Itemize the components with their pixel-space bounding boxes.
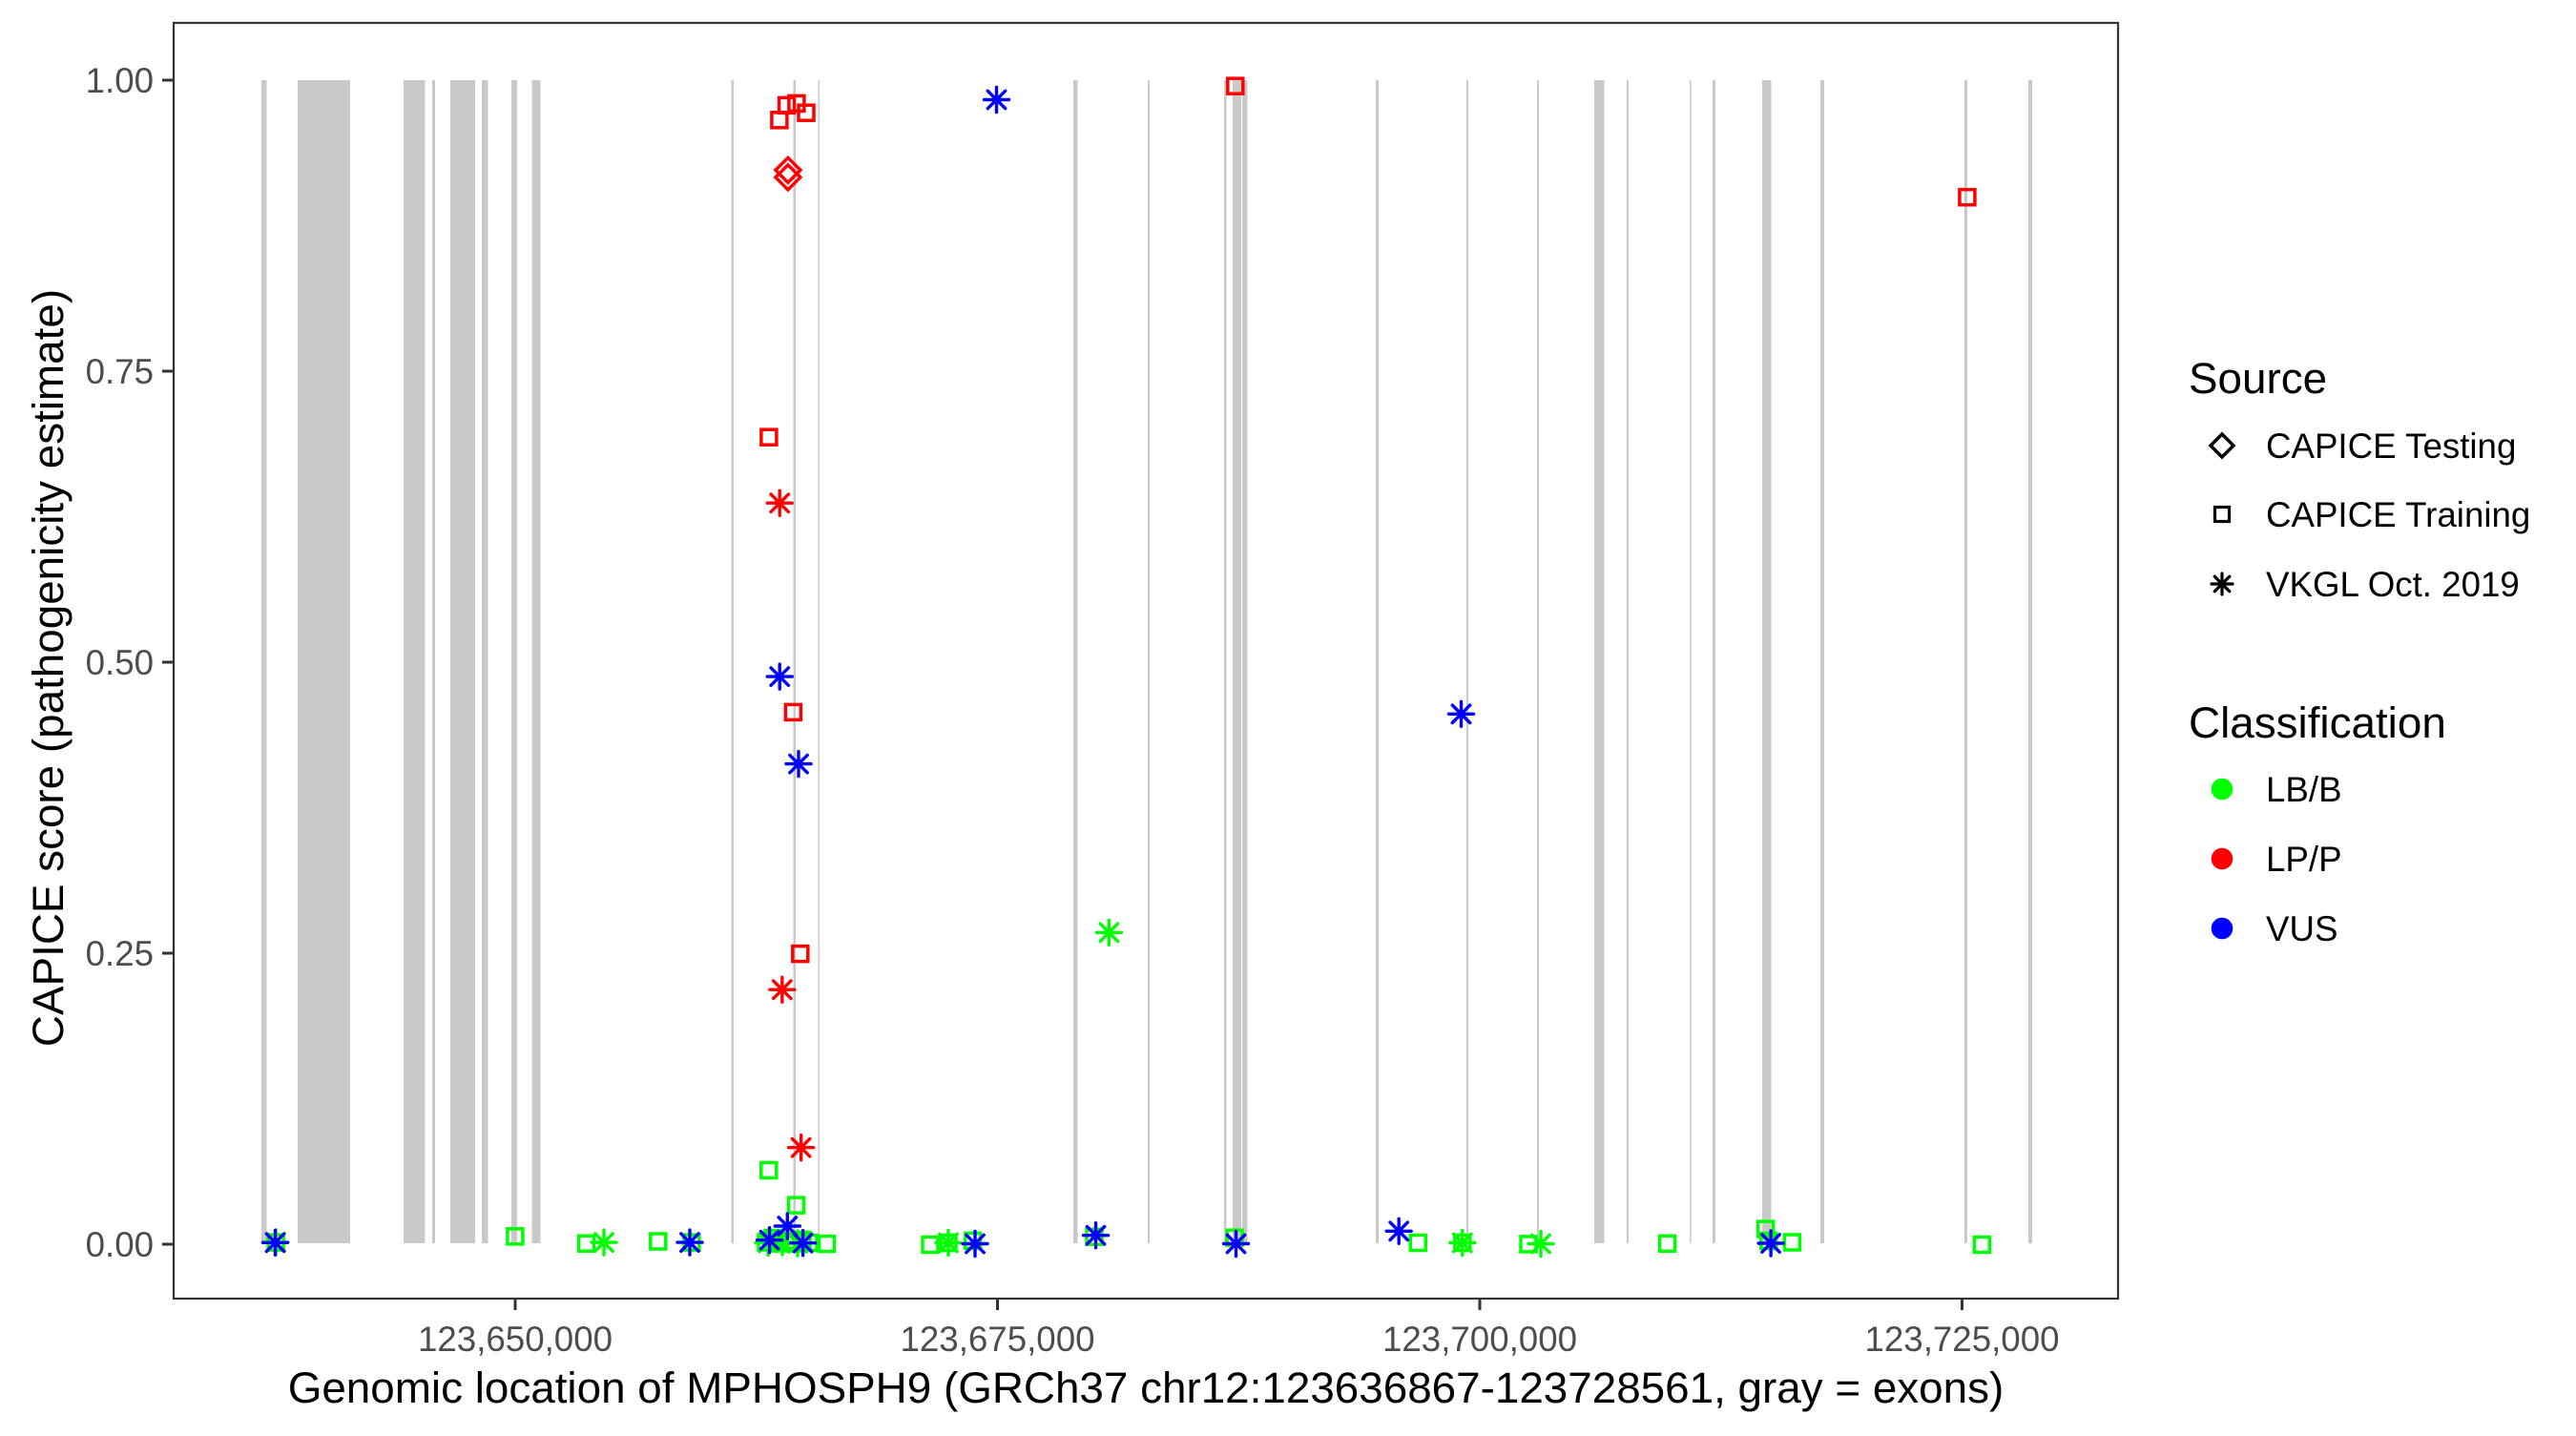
svg-text:Genomic location of MPHOSPH9 (: Genomic location of MPHOSPH9 (GRCh37 chr… <box>288 1363 2005 1412</box>
svg-text:0.00: 0.00 <box>86 1225 154 1264</box>
svg-text:123,650,000: 123,650,000 <box>418 1320 613 1359</box>
svg-text:0.75: 0.75 <box>86 352 154 391</box>
svg-text:LB/B: LB/B <box>2266 770 2342 809</box>
svg-text:123,725,000: 123,725,000 <box>1864 1320 2059 1359</box>
svg-text:CAPICE score (pathogenicity es: CAPICE score (pathogenicity estimate) <box>24 289 73 1047</box>
svg-text:123,675,000: 123,675,000 <box>900 1320 1094 1359</box>
svg-text:Classification: Classification <box>2189 698 2446 747</box>
svg-text:0.50: 0.50 <box>86 643 154 682</box>
svg-text:CAPICE Training: CAPICE Training <box>2266 495 2530 534</box>
svg-text:Source: Source <box>2189 354 2327 403</box>
svg-text:1.00: 1.00 <box>86 61 154 100</box>
svg-text:VUS: VUS <box>2266 909 2337 948</box>
svg-text:123,700,000: 123,700,000 <box>1382 1320 1577 1359</box>
svg-text:LP/P: LP/P <box>2266 840 2342 879</box>
svg-text:0.25: 0.25 <box>86 934 154 973</box>
svg-text:VKGL Oct. 2019: VKGL Oct. 2019 <box>2266 565 2520 604</box>
svg-text:CAPICE Testing: CAPICE Testing <box>2266 427 2516 466</box>
